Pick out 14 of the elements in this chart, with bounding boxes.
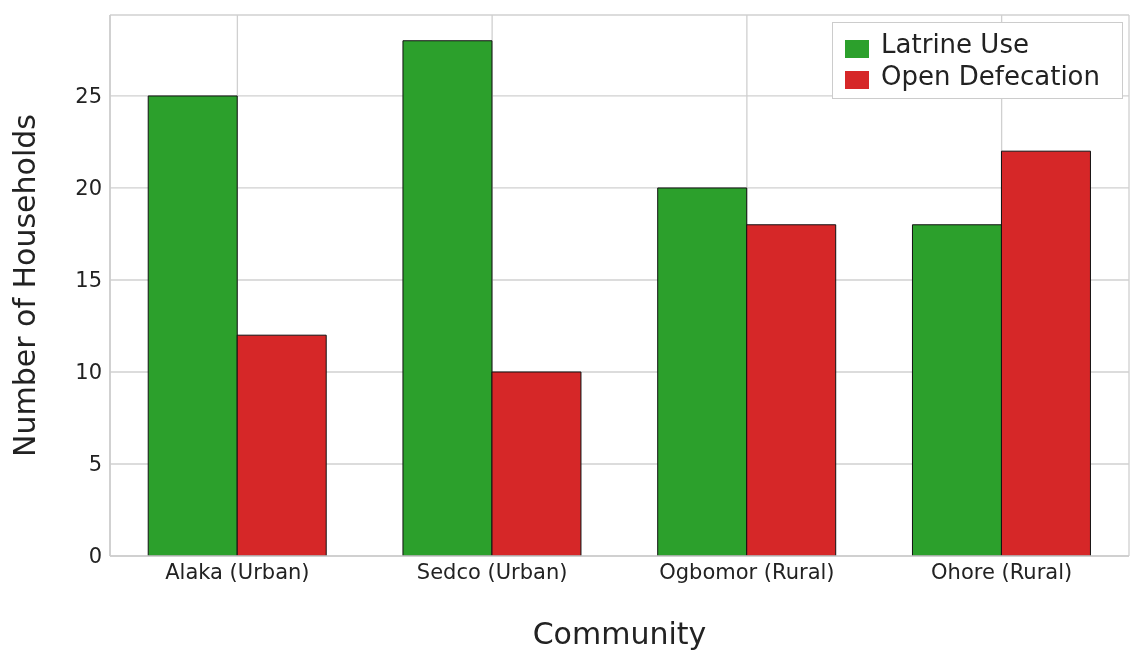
x-tick-label: Ogbomor (Rural)	[659, 559, 835, 584]
x-tick-label: Alaka (Urban)	[165, 559, 310, 584]
y-tick-label: 20	[75, 176, 102, 201]
legend-label: Latrine Use	[881, 29, 1029, 59]
x-tick-label: Ohore (Rural)	[931, 559, 1073, 584]
y-tick-label: 25	[75, 84, 102, 109]
legend-label: Open Defecation	[881, 60, 1100, 91]
y-tick-label: 5	[88, 452, 102, 477]
y-tick-label: 10	[75, 360, 102, 385]
x-axis-title: Community	[532, 616, 707, 651]
x-tick-label: Sedco (Urban)	[416, 559, 568, 584]
y-axis-title: Number of Households	[6, 114, 42, 457]
y-tick-label: 15	[75, 268, 102, 293]
y-tick-label: 0	[88, 544, 102, 569]
